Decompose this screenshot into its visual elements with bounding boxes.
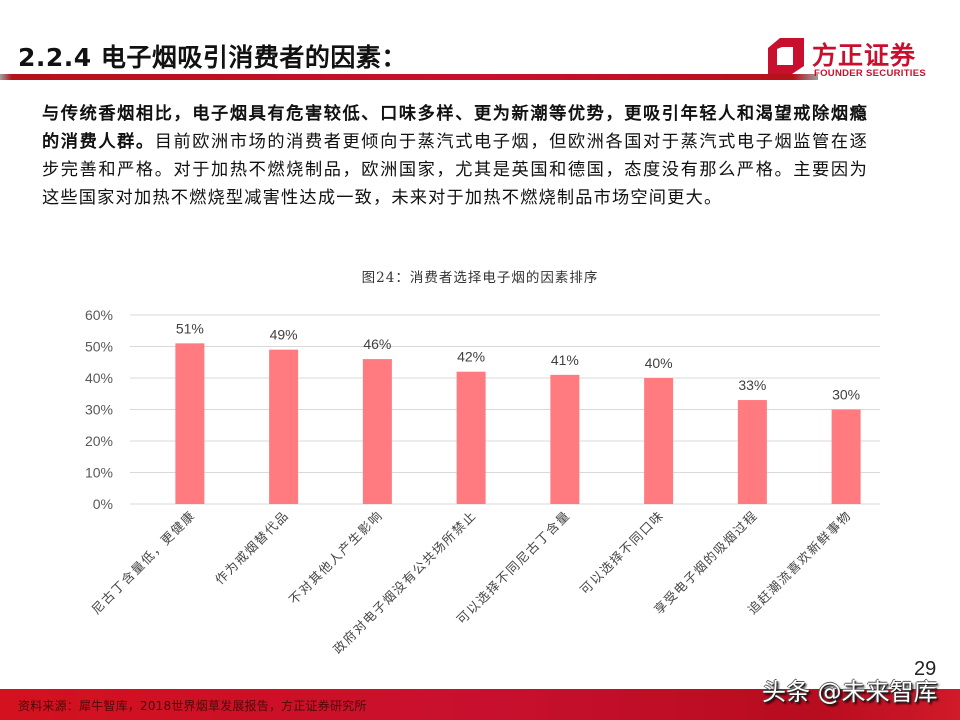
x-category-label: 不对其他人产生影响 — [286, 508, 386, 608]
page-title: 2.2.4 电子烟吸引消费者的因素： — [18, 43, 407, 72]
body-paragraph: 与传统香烟相比，电子烟具有危害较低、口味多样、更为新潮等优势，更吸引年轻人和渴望… — [42, 100, 868, 212]
bar-value-label: 42% — [457, 349, 485, 365]
x-category-label: 享受电子烟的吸烟过程 — [651, 508, 761, 618]
bar-value-label: 33% — [738, 377, 766, 393]
x-category-label: 追赶潮流喜欢新鲜事物 — [745, 508, 855, 618]
bar — [456, 371, 486, 504]
logo-name-cn: 方正证券 — [812, 41, 917, 70]
bar — [644, 378, 674, 504]
body-normal-text: 目前欧洲市场的消费者更倾向于蒸汽式电子烟，但欧洲各国对于蒸汽式电子烟监管在逐步完… — [42, 132, 869, 208]
y-tick-label: 10% — [85, 465, 113, 481]
bar — [362, 359, 392, 504]
title-divider — [0, 74, 818, 80]
body-bold-text: 与传统香烟相比，电子烟具有危害较低、口味多样、更为新潮等优势，更吸引年轻人和渴望… — [42, 104, 868, 152]
founder-logo-icon — [768, 38, 804, 74]
x-category-label: 尼古丁含量低，更健康 — [88, 508, 198, 618]
y-tick-label: 20% — [85, 433, 113, 449]
company-logo: 方正证券 FOUNDER SECURITIES — [762, 30, 942, 82]
bar — [269, 349, 299, 504]
x-axis-labels: 尼古丁含量低，更健康 作为戒烟替代品不对其他人产生影响政府对电子烟没有公共场所禁止… — [88, 508, 854, 657]
bar — [550, 374, 580, 504]
source-note: 资料来源：犀牛智库，2018世界烟草发展报告，方正证券研究所 — [18, 699, 367, 713]
chart-bars — [175, 343, 861, 504]
bar-value-labels: 51% 49% 46% 42% 41% 40% 33% 30% — [176, 320, 860, 402]
footer-bar: 资料来源：犀牛智库，2018世界烟草发展报告，方正证券研究所 — [0, 689, 960, 720]
bar-value-label: 40% — [645, 355, 673, 371]
y-tick-label: 0% — [93, 496, 113, 512]
logo-name-en: FOUNDER SECURITIES — [814, 68, 927, 79]
bar-value-label: 46% — [363, 336, 391, 352]
y-tick-label: 50% — [85, 339, 113, 355]
bar-value-label: 51% — [176, 320, 204, 336]
y-tick-label: 60% — [85, 307, 113, 323]
bar — [831, 409, 861, 504]
bar — [737, 400, 767, 504]
y-tick-label: 40% — [85, 370, 113, 386]
page-number: 29 — [914, 658, 937, 680]
bar-value-label: 30% — [832, 387, 860, 403]
bar — [175, 343, 205, 504]
x-category-label: 作为戒烟替代品 — [212, 508, 292, 588]
bar-value-label: 49% — [270, 327, 298, 343]
x-category-label: 可以选择不同口味 — [577, 508, 667, 598]
y-tick-label: 30% — [85, 402, 113, 418]
bar-value-label: 41% — [551, 352, 579, 368]
chart-title: 图24：消费者选择电子烟的因素排序 — [361, 270, 599, 286]
chart-gridlines — [130, 314, 880, 505]
watermark: 头条 @未来智库 — [762, 678, 938, 706]
y-axis-ticks: 0% 10% 20% 30% 40% 50% 60% — [85, 307, 113, 512]
